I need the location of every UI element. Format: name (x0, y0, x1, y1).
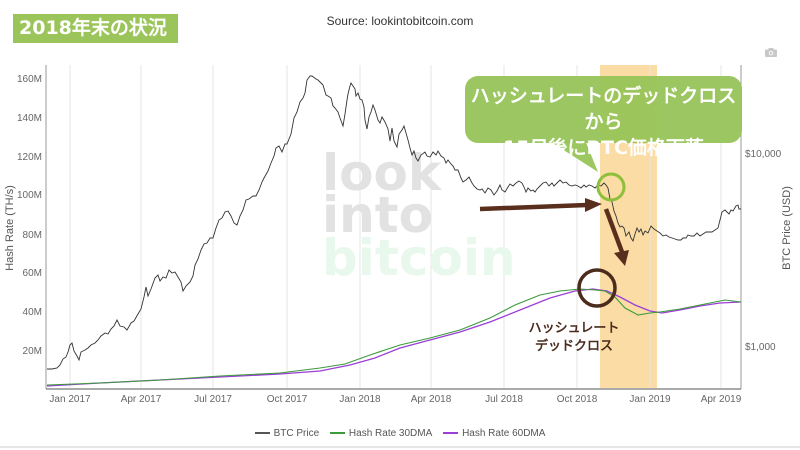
svg-text:Jul 2018: Jul 2018 (485, 394, 523, 405)
legend-label: Hash Rate 30DMA (348, 427, 433, 439)
svg-text:40M: 40M (23, 307, 42, 318)
svg-text:140M: 140M (17, 113, 42, 124)
svg-text:Apr 2019: Apr 2019 (701, 394, 742, 405)
price-drop-circle (596, 172, 626, 202)
source-label: Source: lookintobitcoin.com (326, 14, 474, 28)
legend-label: Hash Rate 60DMA (462, 427, 546, 439)
legend-item-hashrate-30dma[interactable]: Hash Rate 30DMA (329, 427, 433, 439)
series-hashrate-30dma (46, 288, 742, 386)
callout-box: ハッシュレートのデッドクロスから 15日後にBTC価格下落 (465, 76, 742, 159)
dead-cross-circle (577, 268, 617, 308)
series-hashrate-60dma (46, 288, 742, 387)
svg-text:Jul 2017: Jul 2017 (194, 394, 232, 405)
svg-text:60M: 60M (23, 268, 42, 279)
svg-text:20M: 20M (23, 346, 42, 357)
legend: BTC Price Hash Rate 30DMA Hash Rate 60DM… (0, 426, 800, 439)
callout-line-2: 15日後にBTC価格下落 (503, 137, 704, 159)
dead-cross-line-2: デッドクロス (534, 339, 613, 354)
svg-text:100M: 100M (17, 190, 42, 201)
legend-item-btc-price[interactable]: BTC Price (254, 427, 320, 439)
svg-text:Jan 2017: Jan 2017 (49, 394, 91, 405)
bottom-divider (0, 446, 800, 448)
svg-text:$10,000: $10,000 (745, 149, 782, 160)
legend-item-hashrate-60dma[interactable]: Hash Rate 60DMA (443, 428, 545, 439)
title-badge: 2018年末の状況 (13, 14, 178, 43)
series-btc-price (47, 75, 741, 370)
svg-text:Jan 2018: Jan 2018 (339, 394, 381, 405)
dead-cross-line-1: ハッシュレート (528, 321, 620, 336)
svg-text:160M: 160M (17, 74, 42, 85)
svg-text:Oct 2017: Oct 2017 (267, 394, 308, 405)
svg-text:Oct 2018: Oct 2018 (557, 394, 598, 405)
svg-text:120M: 120M (17, 152, 42, 163)
legend-swatch-30dma (329, 432, 345, 434)
svg-text:Hash Rate (TH/s): Hash Rate (TH/s) (4, 185, 16, 271)
legend-label: BTC Price (273, 427, 320, 439)
y-axis-left: 20M 40M 60M 80M 100M 120M 140M 160M Hash… (4, 74, 42, 357)
x-axis: Jan 2017 Apr 2017 Jul 2017 Oct 2017 Jan … (49, 394, 741, 405)
svg-text:80M: 80M (23, 230, 42, 241)
dead-cross-label: ハッシュレート デッドクロス (524, 320, 624, 356)
svg-text:BTC Price (USD): BTC Price (USD) (781, 186, 793, 270)
arrows (479, 198, 629, 266)
camera-icon[interactable] (765, 48, 777, 57)
callout-line-1: ハッシュレートのデッドクロスから (470, 85, 737, 133)
legend-swatch-60dma (443, 432, 459, 434)
svg-text:into: into (322, 186, 433, 244)
y-axis-right: $10,000 $1,000 BTC Price (USD) (745, 149, 793, 353)
watermark: look into bitcoin (322, 144, 516, 287)
legend-swatch-btc (254, 432, 270, 434)
svg-text:Apr 2017: Apr 2017 (121, 394, 162, 405)
svg-text:Jan 2019: Jan 2019 (629, 394, 671, 405)
svg-text:bitcoin: bitcoin (322, 229, 516, 287)
callout-tail (548, 140, 598, 172)
svg-text:$1,000: $1,000 (745, 342, 776, 353)
svg-text:Apr 2018: Apr 2018 (411, 394, 452, 405)
